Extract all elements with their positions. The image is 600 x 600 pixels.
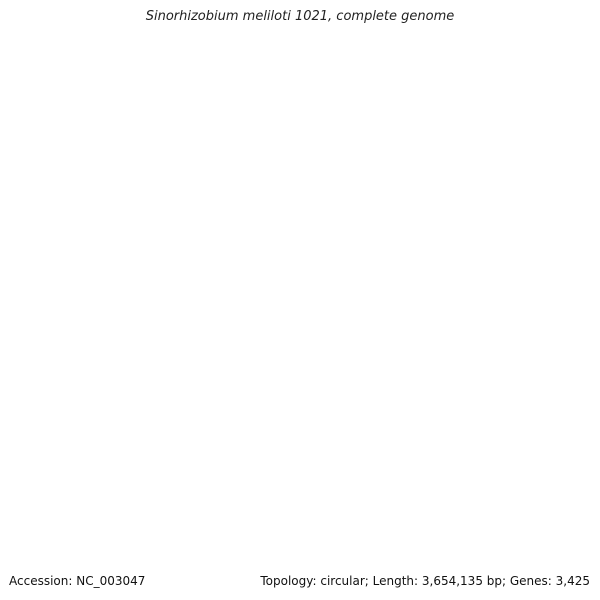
genome-summary-text: Topology: circular; Length: 3,654,135 bp… [260,574,590,588]
accession-text: Accession: NC_003047 [9,574,146,588]
map-title: Sinorhizobium meliloti 1021, complete ge… [145,9,455,24]
